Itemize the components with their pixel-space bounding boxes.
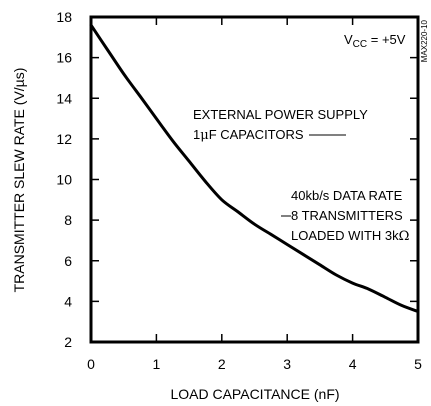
x-tick-label: 0 [87,356,95,372]
ticks-layer [91,17,418,342]
rate-annotation-line3: LOADED WITH 3kΩ [291,228,409,244]
omega-symbol: Ω [399,229,410,244]
y-tick-label: 2 [64,334,72,350]
y-tick-label: 8 [64,212,72,228]
supply-1: 1 [193,127,200,142]
vcc-value: = +5V [367,32,406,47]
plot-frame [89,15,420,344]
supply-annotation-line1: EXTERNAL POWER SUPPLY [193,107,368,122]
y-axis-label: TRANSMITTER SLEW RATE (V/µs) [11,68,27,293]
x-tick-label: 5 [414,356,422,372]
y-tick-label: 6 [64,253,72,269]
x-tick-label: 1 [153,356,161,372]
rate-annotation-line2: 8 TRANSMITTERS [291,208,403,223]
vcc-v: V [344,32,353,47]
x-tick-label: 4 [349,356,357,372]
x-axis-label: LOAD CAPACITANCE (nF) [170,386,339,402]
y-tick-label: 16 [56,50,72,66]
rate-loaded: LOADED WITH 3k [291,228,399,243]
vcc-subscript: CC [353,39,367,50]
x-tick-label: 2 [218,356,226,372]
rate-annotation-line1: 40kb/s DATA RATE [291,188,403,203]
supply-annotation-line2: 1μF CAPACITORS [193,127,304,143]
y-tick-label: 14 [56,90,72,106]
y-tick-label: 4 [64,293,72,309]
supply-capacitors: F CAPACITORS [209,127,304,142]
y-tick-label: 10 [56,172,72,188]
figure-id: MAX220-10 [420,19,429,62]
series-line [89,23,420,313]
vcc-annotation: VCC = +5V [344,32,406,50]
y-tick-label: 12 [56,131,72,147]
y-tick-label: 18 [56,9,72,25]
mu-symbol: μ [200,128,208,143]
x-tick-label: 3 [283,356,291,372]
